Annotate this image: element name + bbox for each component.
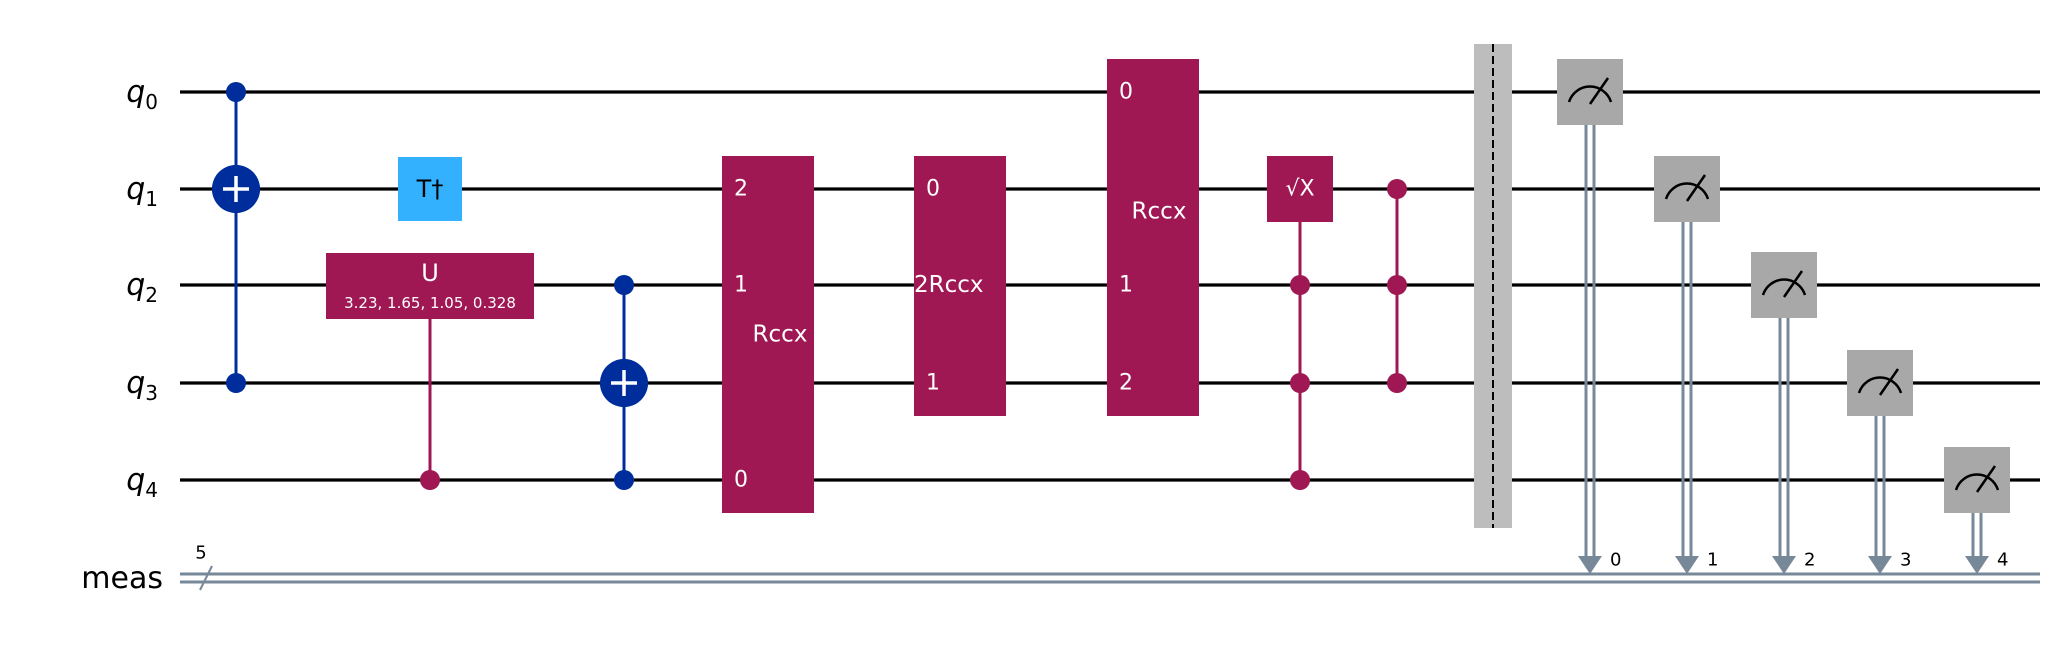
meter-needle-icon bbox=[1685, 174, 1707, 202]
measure-box bbox=[1557, 59, 1623, 125]
control-dot bbox=[1387, 275, 1407, 295]
gate-multi-8: 0 1 2 Rccx bbox=[1107, 59, 1199, 416]
meter-needle-icon bbox=[1975, 465, 1997, 493]
measure-box bbox=[1751, 252, 1817, 318]
qubit-label-3: q3 bbox=[126, 366, 158, 405]
gate-multi-6: 2 1 0 Rccx bbox=[722, 156, 814, 513]
measure-3: 3 bbox=[1847, 350, 1913, 574]
measure-2: 2 bbox=[1751, 252, 1817, 574]
gate-cu-3: U 3.23, 1.65, 1.05, 0.328 bbox=[326, 253, 534, 490]
register-width-slash bbox=[199, 565, 213, 591]
control-dot bbox=[226, 373, 246, 393]
classical-register: 5 bbox=[180, 543, 2040, 591]
control-dot bbox=[614, 275, 634, 295]
measure-bit-label: 4 bbox=[1997, 550, 2008, 571]
rccx-pin-label: 0 bbox=[1119, 80, 1133, 105]
gate-cx-1 bbox=[212, 165, 260, 393]
qubit-label-2: q2 bbox=[126, 268, 158, 307]
measure-bit-label: 2 bbox=[1804, 550, 1815, 571]
measure-bit-label: 1 bbox=[1707, 550, 1718, 571]
rccx-pin-label: 1 bbox=[1119, 273, 1133, 298]
rccx-pin-label: 1 bbox=[734, 273, 748, 298]
rccx-pin-label: 1 bbox=[926, 371, 940, 396]
rccx-pin-label: 2 bbox=[1119, 371, 1133, 396]
control-dot bbox=[1290, 470, 1310, 490]
measure-1: 1 bbox=[1654, 156, 1720, 574]
single-gate-label: T† bbox=[416, 175, 444, 203]
measure-4: 4 bbox=[1944, 447, 2010, 574]
meter-arc-icon bbox=[1567, 85, 1613, 103]
wire-labels: q0 q1 q2 q3 q4 meas bbox=[81, 75, 163, 596]
control-dot bbox=[1387, 373, 1407, 393]
rccx-name: Rccx bbox=[1132, 199, 1187, 225]
measure-box bbox=[1847, 350, 1913, 416]
measure-box bbox=[1654, 156, 1720, 222]
rccx-name: Rccx bbox=[753, 322, 808, 348]
control-dot bbox=[614, 470, 634, 490]
measure-arrowhead bbox=[1772, 556, 1796, 574]
meter-arc-icon bbox=[1857, 376, 1903, 394]
measure-arrowhead bbox=[1578, 556, 1602, 574]
single-gate-box bbox=[398, 157, 462, 221]
control-dot bbox=[1290, 275, 1310, 295]
measure-arrowhead bbox=[1868, 556, 1892, 574]
control-dot bbox=[1387, 179, 1407, 199]
cu-gate-box bbox=[326, 253, 534, 319]
meter-needle-icon bbox=[1782, 270, 1804, 298]
meter-needle-icon bbox=[1878, 368, 1900, 396]
rccx-pin-label: 0 bbox=[734, 468, 748, 493]
rccx-pin-label: 0 bbox=[926, 177, 940, 202]
gate-multi-7: 0 1 2Rccx bbox=[914, 156, 1006, 416]
rccx-pin-label: 2 bbox=[734, 177, 748, 202]
measure-bit-label: 0 bbox=[1610, 550, 1621, 571]
register-width-label: 5 bbox=[195, 543, 206, 564]
sx-gate-box bbox=[1267, 156, 1333, 222]
control-dot bbox=[420, 470, 440, 490]
rccx-box bbox=[1107, 59, 1199, 416]
meter-needle-icon bbox=[1588, 77, 1610, 105]
measure-bit-label: 3 bbox=[1900, 550, 1911, 571]
rccx-name: 2Rccx bbox=[914, 272, 984, 298]
gate-single-2: T† bbox=[398, 157, 462, 221]
meter-arc-icon bbox=[1664, 182, 1710, 200]
measure-arrowhead bbox=[1675, 556, 1699, 574]
gate-csx-9: √X bbox=[1267, 156, 1333, 490]
gate-cx-5 bbox=[600, 359, 648, 490]
cu-gate-label: U bbox=[421, 259, 439, 287]
gate-ccz-10 bbox=[1387, 179, 1407, 393]
measure-0: 0 bbox=[1557, 59, 1623, 574]
rccx-box bbox=[914, 156, 1006, 416]
cu-gate-params: 3.23, 1.65, 1.05, 0.328 bbox=[344, 294, 516, 312]
sx-gate-label: √X bbox=[1285, 177, 1314, 202]
measure-arrowhead bbox=[1965, 556, 1989, 574]
meter-arc-icon bbox=[1761, 278, 1807, 296]
meter-arc-icon bbox=[1954, 473, 2000, 491]
rccx-box bbox=[722, 156, 814, 513]
classical-label: meas bbox=[81, 561, 163, 596]
barrier bbox=[1474, 44, 1512, 528]
measure-box bbox=[1944, 447, 2010, 513]
qubit-label-1: q1 bbox=[126, 172, 158, 211]
control-dot bbox=[1290, 373, 1310, 393]
qubit-label-4: q4 bbox=[126, 463, 158, 502]
qubit-label-0: q0 bbox=[126, 75, 158, 114]
control-dot bbox=[226, 82, 246, 102]
